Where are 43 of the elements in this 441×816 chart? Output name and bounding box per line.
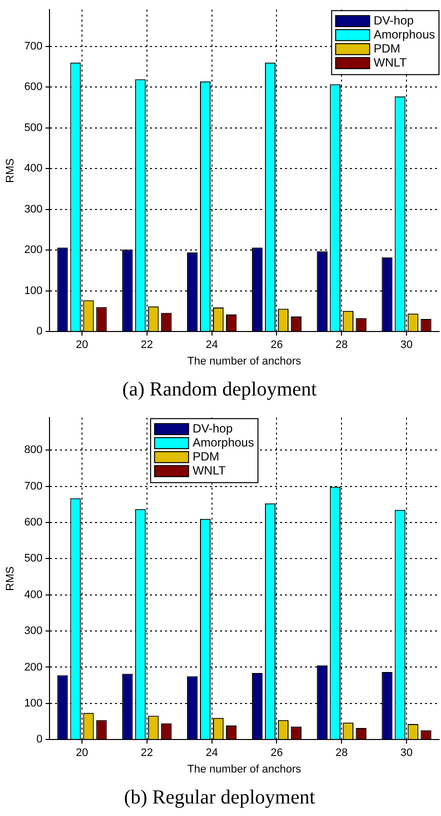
legend-label: Amorphous [374, 27, 436, 42]
y-tick-label: 400 [24, 588, 43, 601]
y-tick-label: 100 [24, 284, 43, 297]
y-axis-title: RMS [4, 566, 17, 591]
y-tick-label: 500 [24, 552, 43, 565]
x-tick-label: 30 [400, 339, 413, 352]
x-tick-label: 26 [270, 339, 283, 352]
y-tick-label: 700 [24, 480, 43, 492]
y-tick-label: 400 [24, 162, 43, 175]
x-tick-label: 28 [336, 339, 348, 352]
x-tick-label: 22 [140, 747, 154, 760]
x-tick-label: 20 [76, 339, 88, 352]
text: (a) Random deployment [122, 378, 318, 400]
x-tick-label: 30 [400, 747, 413, 760]
x-axis-title: The number of anchors [187, 355, 302, 368]
y-tick-label: 800 [24, 444, 43, 456]
y-tick-label: 200 [24, 244, 43, 256]
y-tick-label: 300 [24, 625, 43, 638]
y-tick-label: 600 [24, 81, 43, 94]
x-tick-label: 20 [76, 747, 88, 760]
x-tick-label: 28 [336, 747, 348, 760]
legend-label: DV-hop [192, 421, 233, 436]
y-tick-label: 0 [36, 326, 43, 338]
legend-label: Amorphous [192, 435, 254, 450]
x-tick-label: 24 [206, 339, 218, 352]
y-tick-label: 100 [24, 697, 43, 710]
legend-label: WNLT [192, 463, 226, 478]
x-axis-title: The number of anchors [187, 763, 302, 776]
y-tick-label: 500 [24, 122, 43, 134]
text: (b) Regular deployment [124, 786, 316, 808]
x-tick-label: 26 [270, 747, 283, 760]
legend-label: DV-hop [374, 13, 414, 28]
legend-label: WNLT [374, 55, 408, 70]
y-tick-label: 0 [36, 734, 43, 746]
y-tick-label: 200 [24, 661, 43, 674]
legend-label: PDM [192, 449, 220, 464]
y-tick-label: 300 [24, 203, 43, 216]
y-tick-label: 600 [24, 516, 43, 529]
legend-label: PDM [374, 41, 400, 56]
y-axis-title: RMS [4, 158, 17, 183]
x-tick-label: 24 [206, 747, 218, 760]
x-tick-label: 22 [140, 339, 154, 352]
y-tick-label: 700 [24, 40, 43, 52]
